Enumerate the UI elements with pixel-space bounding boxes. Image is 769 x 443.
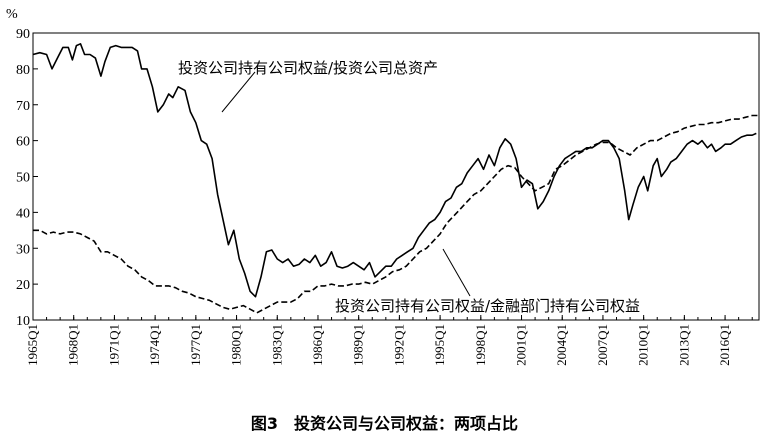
y-axis-ticks: 10 20 30 40 50 60 70 80 90: [16, 27, 38, 329]
annotation-dashed-series: 投资公司持有公司权益/金融部门持有公司权益: [335, 297, 640, 315]
x-tick-label: 1980Q1: [229, 324, 244, 366]
y-tick-label: 30: [16, 242, 30, 257]
x-tick-label: 1986Q1: [310, 324, 325, 366]
y-tick-label: 50: [16, 171, 30, 186]
annotation-leader-solid: [221, 71, 256, 113]
x-tick-label: 1968Q1: [66, 324, 81, 366]
x-tick-label: 1995Q1: [432, 324, 447, 366]
x-tick-label: 1998Q1: [473, 324, 488, 366]
y-tick-label: 90: [16, 27, 30, 42]
x-tick-label: 2010Q1: [636, 324, 651, 366]
annotation-leader-dashed: [442, 248, 471, 297]
y-tick-label: 10: [16, 314, 30, 329]
x-tick-label: 1974Q1: [147, 324, 162, 366]
x-tick-label: 1965Q1: [25, 324, 40, 366]
x-tick-label: 1992Q1: [391, 324, 406, 366]
series-line-dashed: [33, 114, 759, 314]
y-tick-label: 70: [16, 99, 30, 114]
series-line-solid: [32, 43, 757, 298]
y-axis-unit-label: %: [6, 7, 18, 22]
x-tick-label: 2001Q1: [514, 324, 529, 366]
x-tick-label: 1971Q1: [106, 324, 121, 366]
x-tick-label: 1977Q1: [188, 324, 203, 366]
annotation-solid-series: 投资公司持有公司权益/投资公司总资产: [178, 59, 438, 77]
y-tick-label: 60: [16, 135, 30, 150]
x-tick-label: 1983Q1: [269, 324, 284, 366]
x-tick-label: 2016Q1: [717, 324, 732, 366]
x-tick-label: 2007Q1: [595, 324, 610, 366]
x-tick-label: 2013Q1: [676, 324, 691, 366]
series-lines: [32, 43, 759, 314]
y-tick-label: 20: [16, 278, 30, 293]
x-tick-label: 2004Q1: [554, 324, 569, 366]
figure-caption: 图3 投资公司与公司权益：两项占比: [250, 414, 519, 433]
x-axis-ticks: 1965Q1 1968Q1 1971Q1 1974Q1 1977Q1 1980Q1 1983…: [25, 315, 753, 366]
y-tick-label: 40: [16, 206, 30, 221]
x-tick-label: 1989Q1: [351, 324, 366, 366]
y-tick-label: 80: [16, 63, 30, 78]
